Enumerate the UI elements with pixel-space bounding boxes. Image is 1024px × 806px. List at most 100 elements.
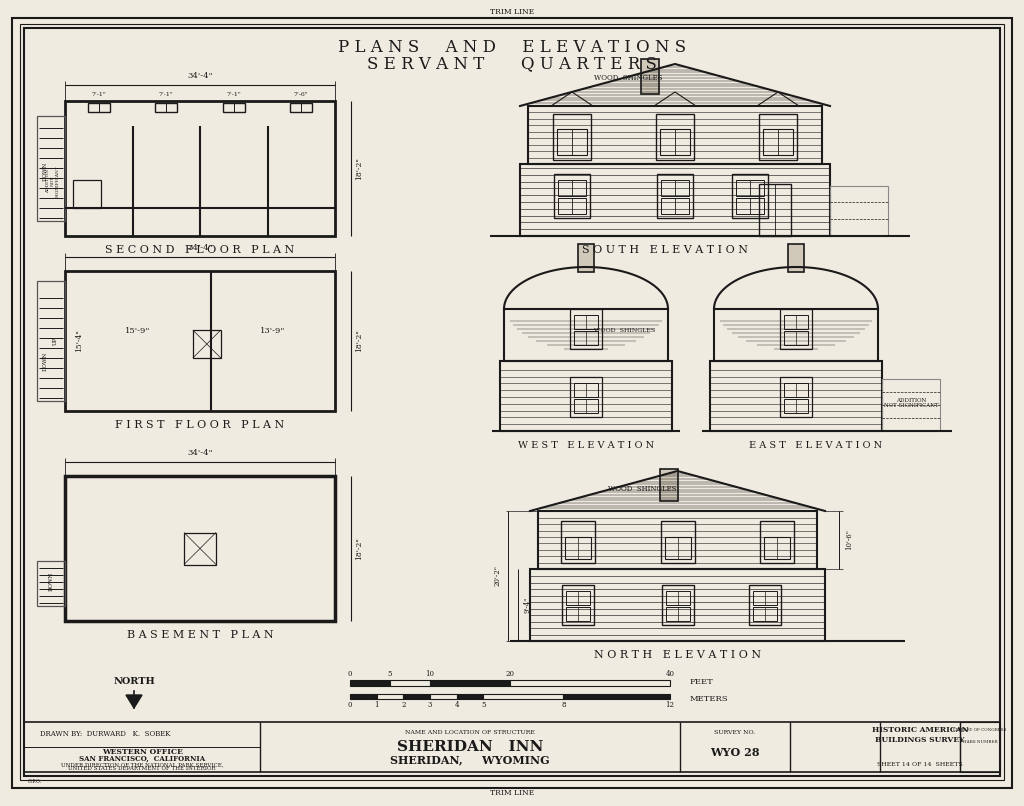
- Bar: [457, 694, 483, 699]
- Text: WYO 28: WYO 28: [711, 746, 760, 758]
- Bar: [666, 607, 689, 621]
- Bar: [574, 331, 598, 345]
- Text: UNITED STATES DEPARTMENT OF THE INTERIOR: UNITED STATES DEPARTMENT OF THE INTERIOR: [69, 767, 216, 771]
- Text: WOOD  SHINGLES: WOOD SHINGLES: [608, 485, 676, 493]
- Polygon shape: [126, 695, 142, 708]
- Text: 7'-1": 7'-1": [159, 92, 174, 97]
- Text: METERS: METERS: [690, 695, 729, 703]
- Text: 12: 12: [666, 701, 675, 709]
- Bar: [350, 680, 390, 686]
- Text: DOWN: DOWN: [43, 161, 47, 181]
- Bar: [88, 103, 110, 112]
- Bar: [736, 198, 764, 214]
- Bar: [193, 330, 221, 358]
- Bar: [784, 383, 808, 397]
- Bar: [780, 377, 812, 417]
- Bar: [184, 533, 216, 564]
- Bar: [780, 309, 812, 349]
- Text: 10: 10: [426, 670, 434, 678]
- Bar: [763, 129, 793, 155]
- Text: 9'-4": 9'-4": [524, 596, 532, 613]
- Bar: [753, 591, 777, 605]
- Text: 20: 20: [506, 670, 514, 678]
- Text: 8: 8: [561, 701, 565, 709]
- Bar: [520, 164, 830, 236]
- Text: DRAWN BY:  DURWARD   K.  SOBEK: DRAWN BY: DURWARD K. SOBEK: [40, 730, 171, 738]
- Text: 18'-2": 18'-2": [355, 537, 362, 560]
- Bar: [662, 585, 693, 625]
- Bar: [37, 561, 65, 606]
- Text: 7'-6": 7'-6": [294, 92, 308, 97]
- Bar: [759, 184, 791, 236]
- Text: B A S E M E N T   P L A N: B A S E M E N T P L A N: [127, 630, 273, 640]
- Bar: [662, 198, 689, 214]
- Bar: [504, 309, 668, 361]
- Text: 4: 4: [455, 701, 459, 709]
- Bar: [500, 361, 672, 431]
- Bar: [290, 103, 312, 112]
- Bar: [156, 103, 177, 112]
- Text: W E S T   E L E V A T I O N: W E S T E L E V A T I O N: [518, 441, 654, 450]
- Text: S E R V A N T       Q U A R T E R S: S E R V A N T Q U A R T E R S: [367, 56, 657, 73]
- Bar: [554, 174, 590, 218]
- Bar: [223, 103, 245, 112]
- Text: 5: 5: [388, 670, 392, 678]
- Bar: [665, 537, 690, 559]
- Text: BUILDINGS SURVEY: BUILDINGS SURVEY: [876, 736, 965, 744]
- Bar: [749, 585, 781, 625]
- Bar: [528, 106, 822, 164]
- Text: TRIM LINE: TRIM LINE: [489, 8, 535, 16]
- Bar: [578, 244, 594, 272]
- Bar: [553, 114, 591, 160]
- Bar: [538, 511, 817, 569]
- Bar: [65, 271, 335, 411]
- Text: 34'-4": 34'-4": [187, 244, 213, 252]
- Text: SHERIDAN,     WYOMING: SHERIDAN, WYOMING: [390, 754, 550, 766]
- Text: S E C O N D   F L O O R   P L A N: S E C O N D F L O O R P L A N: [105, 245, 295, 255]
- Text: 13'-9": 13'-9": [260, 327, 286, 335]
- Text: ADDITION
NOT SIGNIFICANT: ADDITION NOT SIGNIFICANT: [884, 397, 938, 409]
- Bar: [37, 116, 65, 221]
- Text: 15'-9": 15'-9": [125, 327, 151, 335]
- Text: 18'-2": 18'-2": [355, 330, 362, 352]
- Bar: [566, 607, 590, 621]
- Bar: [430, 694, 457, 699]
- Text: 34'-4": 34'-4": [187, 449, 213, 457]
- Bar: [530, 569, 825, 641]
- Bar: [732, 174, 768, 218]
- Bar: [65, 101, 335, 236]
- Bar: [403, 694, 430, 699]
- Bar: [736, 180, 764, 196]
- Bar: [760, 521, 794, 563]
- Text: SURVEY NO.: SURVEY NO.: [715, 729, 756, 734]
- Bar: [350, 694, 377, 699]
- Bar: [73, 180, 101, 208]
- Bar: [784, 331, 808, 345]
- Text: P L A N S     A N D     E L E V A T I O N S: P L A N S A N D E L E V A T I O N S: [338, 39, 686, 56]
- Bar: [510, 680, 670, 686]
- Bar: [882, 379, 940, 431]
- Bar: [788, 244, 804, 272]
- Bar: [390, 680, 430, 686]
- Text: DOWN: DOWN: [43, 351, 47, 371]
- Bar: [574, 383, 598, 397]
- Bar: [24, 722, 1000, 772]
- Text: 5: 5: [481, 701, 485, 709]
- Text: 20'-2": 20'-2": [494, 566, 502, 587]
- Text: SAN FRANCISCO,  CALIFORNIA: SAN FRANCISCO, CALIFORNIA: [79, 755, 205, 763]
- Bar: [570, 377, 602, 417]
- Bar: [764, 537, 790, 559]
- Text: SHERIDAN   INN: SHERIDAN INN: [397, 740, 543, 754]
- Text: 15'-4": 15'-4": [75, 330, 83, 352]
- Text: 40: 40: [666, 670, 675, 678]
- Text: NAME AND LOCATION OF STRUCTURE: NAME AND LOCATION OF STRUCTURE: [406, 729, 535, 734]
- Text: 2: 2: [401, 701, 406, 709]
- Text: 3: 3: [428, 701, 432, 709]
- Bar: [656, 114, 694, 160]
- Bar: [565, 537, 591, 559]
- Bar: [377, 694, 403, 699]
- Text: 18'-2": 18'-2": [355, 157, 362, 180]
- Text: 0: 0: [348, 701, 352, 709]
- Text: F I R S T   F L O O R   P L A N: F I R S T F L O O R P L A N: [116, 420, 285, 430]
- Bar: [662, 180, 689, 196]
